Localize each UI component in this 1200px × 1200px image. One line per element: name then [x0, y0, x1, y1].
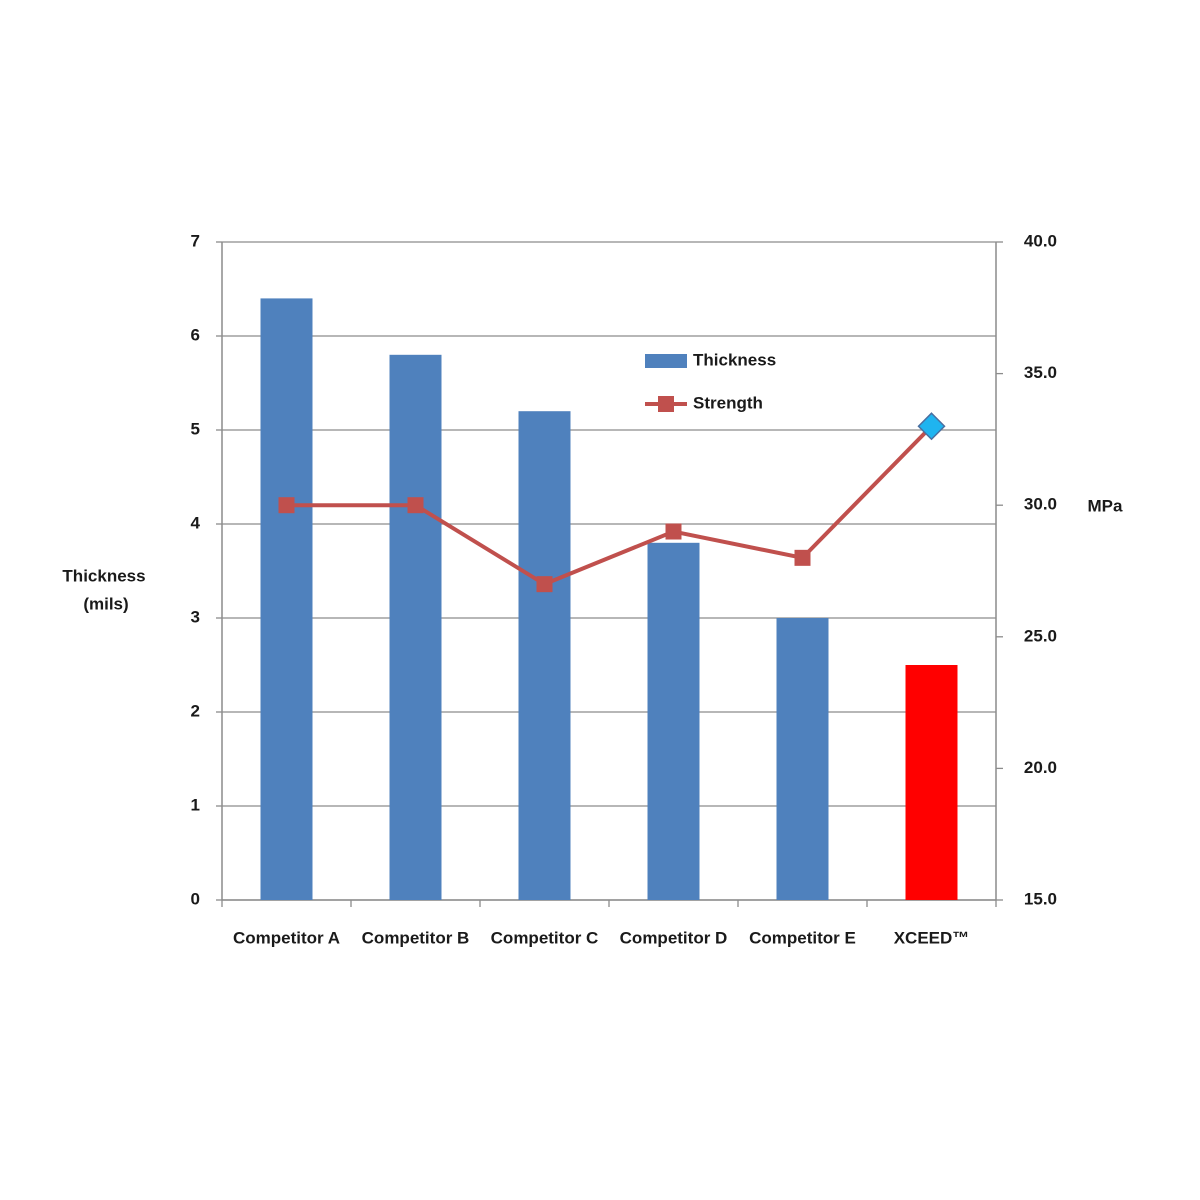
- y-tick-label: 1: [191, 795, 200, 814]
- line-marker: [665, 523, 682, 540]
- bar: [518, 411, 571, 900]
- line-marker: [278, 497, 295, 514]
- x-tick-label: XCEED™: [894, 928, 970, 947]
- x-tick-label: Competitor C: [491, 928, 599, 947]
- bar: [776, 618, 829, 900]
- y2-tick-label: 35.0: [1024, 363, 1057, 382]
- y2-tick-label: 15.0: [1024, 889, 1057, 908]
- line-marker: [794, 549, 811, 566]
- y-axis-label: (mils): [83, 594, 128, 613]
- legend-label: Strength: [693, 393, 763, 412]
- y-tick-label: 7: [191, 231, 200, 250]
- bar: [905, 665, 958, 900]
- y2-axis-label: MPa: [1088, 496, 1124, 515]
- bar: [647, 542, 700, 900]
- y-tick-label: 0: [191, 889, 200, 908]
- line-marker: [407, 497, 424, 514]
- y-tick-label: 5: [191, 419, 200, 438]
- legend-label: Thickness: [693, 350, 776, 369]
- y2-tick-label: 30.0: [1024, 495, 1057, 514]
- x-tick-label: Competitor B: [362, 928, 470, 947]
- x-tick-label: Competitor A: [233, 928, 340, 947]
- x-tick-label: Competitor E: [749, 928, 856, 947]
- line-marker: [536, 576, 553, 593]
- y2-tick-label: 25.0: [1024, 626, 1057, 645]
- y-axis-label: Thickness: [62, 566, 145, 585]
- legend-swatch: [645, 354, 687, 368]
- y-tick-label: 2: [191, 701, 200, 720]
- y2-tick-label: 20.0: [1024, 758, 1057, 777]
- legend-swatch: [658, 396, 674, 412]
- line: [286, 424, 933, 587]
- bar: [389, 354, 442, 900]
- y-tick-label: 6: [191, 325, 200, 344]
- y-tick-label: 4: [191, 513, 201, 532]
- y2-tick-label: 40.0: [1024, 231, 1057, 250]
- bar: [260, 298, 313, 900]
- line-marker: [917, 412, 946, 441]
- y-tick-label: 3: [191, 607, 200, 626]
- x-tick-label: Competitor D: [620, 928, 728, 947]
